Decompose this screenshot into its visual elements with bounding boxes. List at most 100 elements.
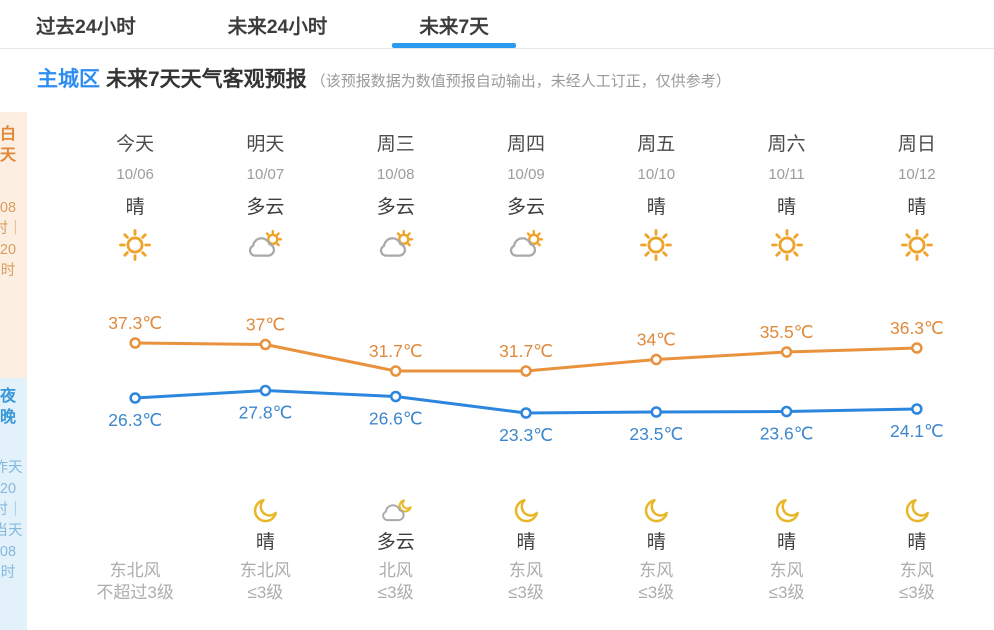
low-temp-label: 26.6℃ bbox=[369, 409, 423, 429]
tab-next-7days[interactable]: 未来7天 bbox=[392, 0, 517, 48]
high-temp-label: 31.7℃ bbox=[499, 341, 553, 361]
wind-level: 不超过3级 bbox=[96, 583, 174, 602]
low-temp-label: 23.5℃ bbox=[629, 424, 683, 444]
night-weather-text: 晴 bbox=[516, 532, 536, 553]
temperature-line-chart: 37.3℃ 37℃ 31.7℃ 31.7℃ 34℃ 35.5℃ 36.3℃ 26.3℃ 27.8… bbox=[108, 313, 943, 445]
night-side-strip: 夜晚 昨天20时｜当天08时 bbox=[0, 378, 27, 630]
moon-icon bbox=[591, 484, 721, 526]
high-temp-label: 34℃ bbox=[637, 330, 676, 350]
sun-icon bbox=[591, 225, 721, 265]
forecast-column: 周日 10/12 晴 bbox=[852, 129, 982, 265]
daytime-range: 08时｜20时 bbox=[0, 200, 23, 279]
forecast-column: 周三 10/08 多云 bbox=[331, 129, 461, 265]
wind-level: ≤3级 bbox=[377, 583, 414, 602]
day-weather-text: 多云 bbox=[246, 197, 285, 218]
night-weather-text: 多云 bbox=[376, 532, 415, 553]
sun-icon bbox=[721, 225, 851, 265]
wind-cell: 东北风 ≤3级 bbox=[200, 560, 330, 604]
day-date: 10/10 bbox=[637, 166, 676, 183]
low-temp-label: 27.8℃ bbox=[239, 403, 293, 423]
wind-level: ≤3级 bbox=[508, 583, 544, 602]
wind-cell: 东风 ≤3级 bbox=[461, 560, 591, 604]
wind-level: ≤3级 bbox=[638, 583, 675, 602]
forecast-column: 周四 10/09 多云 bbox=[461, 129, 591, 265]
high-temp-point bbox=[259, 338, 272, 351]
night-weather-text: 晴 bbox=[907, 532, 927, 553]
day-label: 周六 bbox=[767, 134, 806, 155]
day-label: 明天 bbox=[246, 134, 285, 155]
wind-cell: 东北风 不超过3级 bbox=[70, 560, 200, 604]
night-weather-text: 晴 bbox=[777, 532, 797, 553]
day-weather-text: 晴 bbox=[646, 197, 666, 218]
day-date: 10/08 bbox=[376, 166, 415, 183]
tab-past-24h[interactable]: 过去24小时 bbox=[36, 15, 136, 38]
moon-icon bbox=[852, 484, 982, 526]
wind-direction: 东风 bbox=[769, 561, 804, 580]
high-temp-label: 31.7℃ bbox=[369, 341, 423, 361]
low-temp-point bbox=[650, 406, 663, 418]
wind-direction: 东风 bbox=[639, 561, 674, 580]
day-date: 10/11 bbox=[768, 166, 805, 183]
day-label: 今天 bbox=[116, 134, 155, 155]
wind-direction: 北风 bbox=[378, 561, 413, 580]
high-temp-point bbox=[129, 337, 141, 349]
wind-cell: 东风 ≤3级 bbox=[591, 560, 721, 604]
high-temp-point bbox=[911, 342, 923, 354]
temperature-chart: 37.3℃ 37℃ 31.7℃ 31.7℃ 34℃ 35.5℃ 36.3℃ 26.3℃ 27.8… bbox=[70, 295, 982, 470]
low-temp-label: 23.6℃ bbox=[760, 424, 814, 444]
day-label: 周三 bbox=[376, 134, 415, 155]
moon-icon bbox=[200, 484, 330, 526]
day-label: 周五 bbox=[637, 134, 676, 155]
daytime-side-strip: 白天 08时｜20时 bbox=[0, 112, 27, 378]
day-header-row: 今天 10/06 晴 明天 10/07 多云 周三 10/08 多云 周四 10… bbox=[70, 129, 982, 265]
high-temp-point bbox=[389, 365, 402, 377]
wind-direction: 东风 bbox=[899, 561, 934, 580]
page-title: 未来7天天气客观预报 bbox=[106, 68, 307, 91]
high-temp-label: 35.5℃ bbox=[760, 322, 814, 342]
night-label: 夜晚 bbox=[0, 388, 16, 426]
wind-cell: 北风 ≤3级 bbox=[331, 560, 461, 604]
low-temp-point bbox=[129, 392, 141, 404]
night-weather-text: 晴 bbox=[255, 532, 275, 553]
night-cell: 晴 bbox=[591, 484, 721, 558]
wind-level: ≤3级 bbox=[898, 583, 935, 602]
empty-night-icon bbox=[70, 484, 200, 526]
day-weather-text: 多云 bbox=[506, 197, 545, 218]
low-temp-point bbox=[780, 405, 793, 418]
high-temp-point bbox=[650, 353, 663, 366]
night-cell: 多云 bbox=[331, 484, 461, 558]
cloud-sun-icon bbox=[461, 225, 591, 265]
forecast-column: 明天 10/07 多云 bbox=[200, 129, 330, 265]
disclaimer-note: （该预报数据为数值预报自动输出，未经人工订正，仅供参考） bbox=[310, 73, 731, 90]
low-temp-point bbox=[259, 384, 272, 397]
cloud-sun-icon bbox=[331, 225, 461, 265]
wind-level: ≤3级 bbox=[247, 583, 284, 602]
forecast-column: 今天 10/06 晴 bbox=[70, 129, 200, 265]
wind-row: 东北风 不超过3级 东北风 ≤3级 北风 ≤3级 东风 ≤3级 东风 ≤3级 东… bbox=[70, 560, 982, 604]
night-cell bbox=[70, 484, 200, 558]
region-label: 主城区 bbox=[37, 68, 100, 91]
high-temp-label: 37.3℃ bbox=[108, 313, 162, 333]
day-weather-text: 晴 bbox=[125, 197, 145, 218]
low-temp-point bbox=[389, 390, 402, 403]
day-date: 10/09 bbox=[507, 166, 545, 183]
wind-level: ≤3级 bbox=[768, 583, 805, 602]
day-label: 周日 bbox=[897, 134, 936, 155]
night-weather-text: 晴 bbox=[646, 532, 666, 553]
day-date: 10/12 bbox=[898, 166, 936, 183]
forecast-column: 周五 10/10 晴 bbox=[591, 129, 721, 265]
wind-cell: 东风 ≤3级 bbox=[852, 560, 982, 604]
low-temp-label: 23.3℃ bbox=[499, 425, 553, 445]
day-date: 10/07 bbox=[246, 166, 285, 183]
sun-icon bbox=[852, 225, 982, 265]
high-temp-point bbox=[780, 346, 793, 358]
day-date: 10/06 bbox=[116, 166, 154, 183]
sun-icon bbox=[70, 225, 200, 265]
low-temp-point bbox=[911, 403, 923, 415]
wind-direction: 东北风 bbox=[239, 561, 291, 580]
day-weather-text: 晴 bbox=[907, 197, 927, 218]
night-cell: 晴 bbox=[721, 484, 851, 558]
cloud-moon-icon bbox=[331, 484, 461, 526]
tab-next-24h[interactable]: 未来24小时 bbox=[227, 15, 328, 38]
